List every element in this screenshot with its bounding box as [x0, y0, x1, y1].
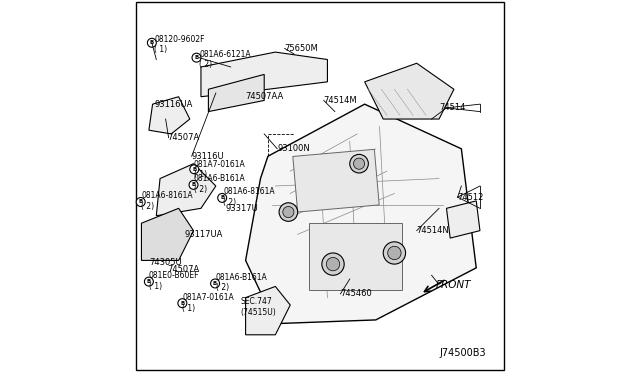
- Text: B: B: [147, 279, 151, 284]
- Text: 93317U: 93317U: [225, 204, 258, 213]
- Text: 75650M: 75650M: [285, 44, 319, 53]
- Circle shape: [136, 198, 145, 206]
- Bar: [309, 223, 402, 290]
- Circle shape: [211, 279, 220, 288]
- Circle shape: [383, 242, 406, 264]
- Polygon shape: [209, 74, 264, 112]
- Circle shape: [388, 246, 401, 260]
- Text: SEC.747
(74515U): SEC.747 (74515U): [240, 297, 276, 317]
- Text: 93117UA: 93117UA: [184, 230, 223, 239]
- Text: 93116U: 93116U: [191, 152, 224, 161]
- Circle shape: [218, 193, 227, 202]
- Text: 74507A: 74507A: [168, 265, 200, 274]
- Circle shape: [322, 253, 344, 275]
- Polygon shape: [141, 208, 193, 260]
- Text: 081A6-6121A
( 2): 081A6-6121A ( 2): [199, 50, 251, 69]
- Text: 74507AA: 74507AA: [246, 92, 284, 101]
- Text: B: B: [150, 40, 154, 45]
- Polygon shape: [246, 286, 291, 335]
- Text: 081A6-B161A
( 2): 081A6-B161A ( 2): [193, 174, 245, 194]
- Circle shape: [326, 257, 340, 271]
- Polygon shape: [201, 52, 328, 97]
- Polygon shape: [246, 104, 476, 324]
- Text: B: B: [213, 281, 217, 286]
- Circle shape: [279, 203, 298, 221]
- Text: 081A6-B161A
( 2): 081A6-B161A ( 2): [216, 273, 268, 292]
- Text: B: B: [195, 55, 198, 60]
- Circle shape: [147, 38, 156, 47]
- Circle shape: [190, 165, 199, 174]
- Circle shape: [178, 299, 187, 308]
- Circle shape: [283, 206, 294, 218]
- Polygon shape: [149, 97, 190, 134]
- Text: 081E0-B60EF
( 1): 081E0-B60EF ( 1): [149, 271, 200, 291]
- Circle shape: [189, 180, 198, 189]
- Text: 74512: 74512: [458, 193, 484, 202]
- Circle shape: [353, 158, 365, 169]
- Text: 74514: 74514: [439, 103, 465, 112]
- Text: 081A6-8161A
( 2): 081A6-8161A ( 2): [223, 187, 275, 207]
- Text: 74514N: 74514N: [417, 226, 449, 235]
- Text: 081A7-0161A
( 1): 081A7-0161A ( 1): [182, 294, 234, 313]
- Text: 745460: 745460: [340, 289, 372, 298]
- Text: 93116UA: 93116UA: [154, 100, 193, 109]
- Text: 081A7-0161A
( 1): 081A7-0161A ( 1): [193, 160, 245, 179]
- Text: 74514M: 74514M: [324, 96, 357, 105]
- Text: 08120-9602F
( 1): 08120-9602F ( 1): [154, 35, 205, 54]
- Polygon shape: [156, 164, 216, 216]
- Circle shape: [349, 154, 369, 173]
- Text: 74305U: 74305U: [149, 258, 182, 267]
- Text: 74507A: 74507A: [168, 133, 200, 142]
- Text: J74500B3: J74500B3: [439, 349, 486, 358]
- Text: FRONT: FRONT: [435, 280, 471, 289]
- Polygon shape: [365, 63, 454, 119]
- Bar: [293, 149, 380, 212]
- Text: 081A6-8161A
( 2): 081A6-8161A ( 2): [141, 191, 193, 211]
- Polygon shape: [447, 201, 480, 238]
- Text: B: B: [220, 195, 224, 201]
- Circle shape: [192, 53, 201, 62]
- Text: B: B: [192, 167, 196, 172]
- Text: 93100N: 93100N: [277, 144, 310, 153]
- Text: B: B: [191, 182, 196, 187]
- Text: B: B: [180, 301, 184, 306]
- Text: B: B: [139, 199, 143, 205]
- Circle shape: [145, 277, 154, 286]
